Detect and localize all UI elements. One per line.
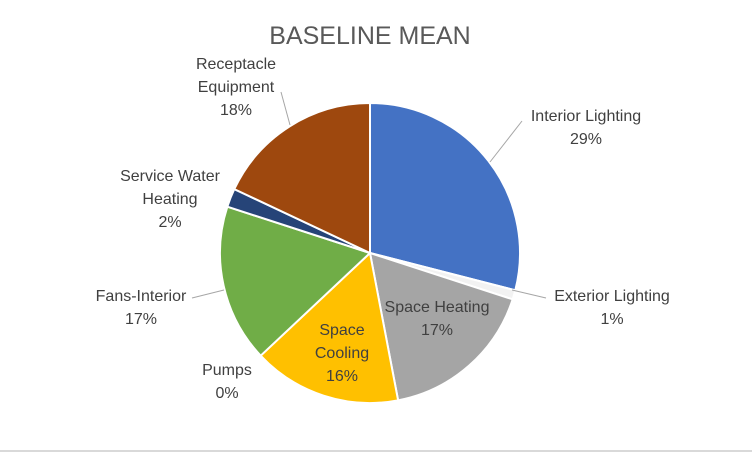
data-label-name: Space <box>319 322 364 339</box>
pie-slice-fans-interior <box>219 205 371 357</box>
data-label-name: Exterior Lighting <box>554 288 670 305</box>
pie-slice-interior-lighting <box>369 102 521 292</box>
data-label-space-cooling: Space Cooling 16% <box>315 322 369 385</box>
data-label-pumps: Pumps 0% <box>202 362 252 402</box>
leader-line-fans-interior <box>191 289 225 299</box>
data-label-service-water-heating: Service Water Heating 2% <box>120 168 221 231</box>
data-label-space-heating: Space Heating 17% <box>385 299 490 339</box>
pie-slice-space-heating <box>369 252 514 402</box>
leader-lines <box>191 91 547 299</box>
data-label-name: Heating <box>142 191 197 208</box>
pie-slice-space-cooling <box>259 252 400 404</box>
leader-line-interior-lighting <box>489 120 523 163</box>
data-label-receptacle-equipment: Receptacle Equipment 18% <box>196 56 276 119</box>
pie-slices <box>219 102 521 404</box>
data-label-percent: 0% <box>215 385 238 402</box>
data-label-percent: 1% <box>600 311 623 328</box>
data-label-percent: 17% <box>421 322 453 339</box>
data-label-name: Cooling <box>315 345 369 362</box>
data-label-exterior-lighting: Exterior Lighting 1% <box>554 288 670 328</box>
data-label-interior-lighting: Interior Lighting 29% <box>531 108 641 148</box>
bottom-divider <box>0 450 752 452</box>
data-label-percent: 18% <box>220 102 252 119</box>
data-label-percent: 2% <box>158 214 181 231</box>
data-labels: Interior Lighting 29% Exterior Lighting 1% S… <box>96 56 670 402</box>
data-label-percent: 16% <box>326 368 358 385</box>
leader-line-exterior-lighting <box>511 289 547 299</box>
data-label-fans-interior: Fans-Interior 17% <box>96 288 187 328</box>
data-label-name: Pumps <box>202 362 252 379</box>
leader-line-receptacle-equipment <box>280 91 291 126</box>
data-label-percent: 17% <box>125 311 157 328</box>
data-label-name: Receptacle <box>196 56 276 73</box>
pie-slice-receptacle-equipment <box>233 102 371 254</box>
data-label-name: Space Heating <box>385 299 490 316</box>
data-label-name: Equipment <box>198 79 275 96</box>
data-label-name: Service Water <box>120 168 221 185</box>
data-label-percent: 29% <box>570 131 602 148</box>
data-label-name: Interior Lighting <box>531 108 641 125</box>
data-label-name: Fans-Interior <box>96 288 187 305</box>
chart-title: BASELINE MEAN <box>269 22 470 50</box>
